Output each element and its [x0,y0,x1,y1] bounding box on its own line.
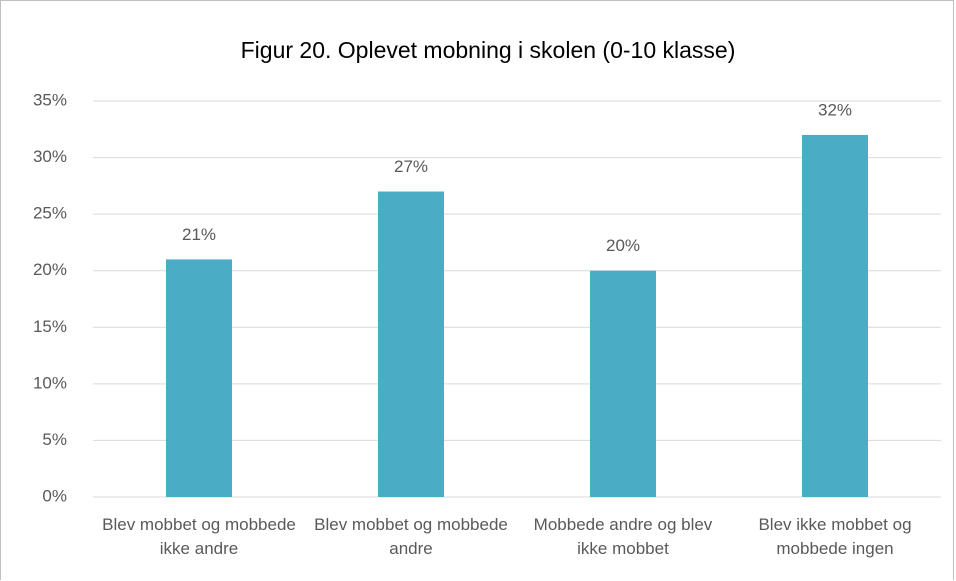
y-tick-label: 15% [33,317,67,336]
data-label: 32% [818,100,852,119]
y-tick-label: 10% [33,373,67,392]
x-tick-label: Blev ikke mobbet og mobbede ingen [758,515,912,558]
x-tick-label: Blev mobbet og mobbede andre [314,515,508,558]
data-label: 27% [394,157,428,176]
y-tick-label: 5% [42,430,67,449]
x-tick-label: Mobbede andre og blev ikke mobbet [533,515,713,558]
y-tick-label: 20% [33,260,67,279]
x-tick-label: Blev mobbet og mobbede ikke andre [102,515,296,558]
y-tick-label: 0% [42,486,67,505]
y-tick-label: 35% [33,90,67,109]
bar [166,259,232,497]
bar [590,270,656,497]
data-label: 20% [606,236,640,255]
bar [378,191,444,497]
y-tick-label: 30% [33,147,67,166]
data-label: 21% [182,225,216,244]
y-tick-label: 25% [33,204,67,223]
chart-title: Figur 20. Oplevet mobning i skolen (0-10… [241,37,736,63]
bar [802,134,868,497]
